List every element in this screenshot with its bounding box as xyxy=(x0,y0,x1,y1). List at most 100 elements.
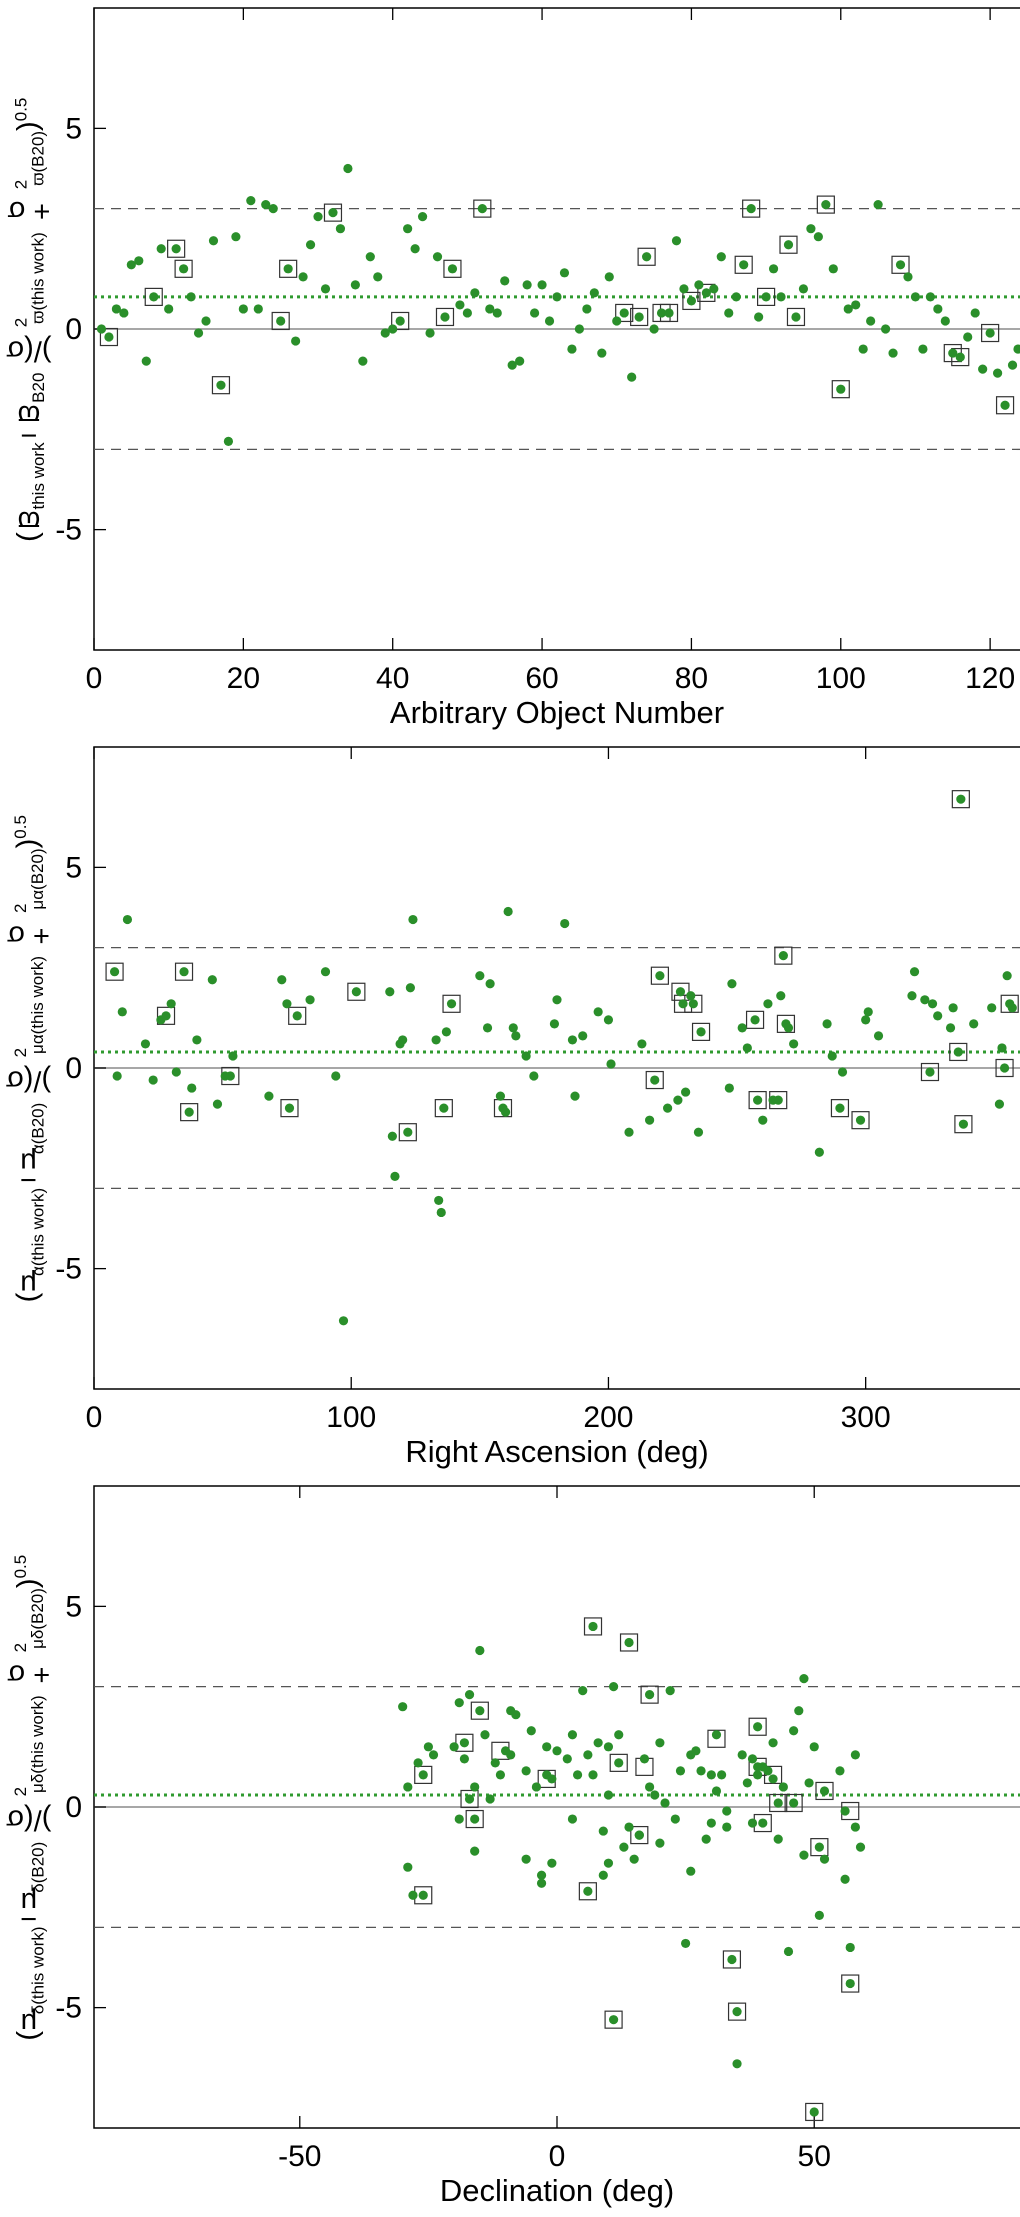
boxed-marker xyxy=(470,1701,489,1720)
data-point xyxy=(763,999,773,1009)
data-point xyxy=(350,280,360,290)
data-point xyxy=(495,1770,506,1780)
data-point xyxy=(701,1834,711,1844)
data-point xyxy=(179,967,189,977)
boxed-marker xyxy=(645,1070,664,1090)
data-point xyxy=(850,1822,860,1832)
data-point xyxy=(768,264,779,274)
data-point xyxy=(313,212,323,222)
data-point xyxy=(122,914,133,925)
data-point xyxy=(985,328,995,338)
data-point xyxy=(903,272,913,282)
data-point xyxy=(490,1758,500,1768)
data-point xyxy=(999,1063,1010,1073)
data-point xyxy=(742,1043,752,1053)
data-point xyxy=(413,1758,423,1768)
x-axis-label: Declination (deg) xyxy=(440,2173,674,2208)
data-point xyxy=(603,1742,614,1752)
data-point xyxy=(837,1067,848,1077)
data-point xyxy=(604,272,614,282)
data-point xyxy=(536,1870,547,1880)
panel-dec: -50 0 50 -5 0 5 Declination (deg) (μδ(this wor… xyxy=(0,1478,1020,2217)
data-point xyxy=(208,236,219,246)
data-point xyxy=(639,1754,650,1764)
data-point xyxy=(873,1031,884,1041)
data-point xyxy=(582,304,592,314)
boxed-marker xyxy=(619,1633,639,1652)
data-point xyxy=(104,332,114,342)
data-point xyxy=(835,1103,845,1113)
data-point xyxy=(840,1806,850,1816)
data-point xyxy=(742,1778,752,1788)
y-tick-label: 0 xyxy=(65,1052,82,1085)
data-point xyxy=(408,1890,418,1900)
x-tick-label: 40 xyxy=(376,662,409,695)
boxed-marker xyxy=(578,1882,597,1901)
data-point xyxy=(225,1071,235,1081)
data-point xyxy=(806,224,816,234)
data-point xyxy=(589,288,599,298)
data-point xyxy=(732,2059,742,2069)
data-point xyxy=(987,1003,997,1013)
data-point xyxy=(562,1754,572,1764)
data-point xyxy=(671,236,682,246)
data-point xyxy=(331,1071,341,1081)
y-axis-label-text: (ϖthis work − ϖB20)/(σ2ϖ(this work) + σ2… xyxy=(5,97,52,543)
data-point xyxy=(927,999,938,1009)
data-point xyxy=(783,240,794,250)
data-point xyxy=(798,284,809,294)
data-point xyxy=(567,344,577,354)
boxed-marker xyxy=(650,966,669,985)
data-point xyxy=(693,1127,704,1137)
data-point xyxy=(385,987,395,997)
data-point xyxy=(119,308,129,318)
data-point xyxy=(650,1075,660,1085)
data-point xyxy=(675,1766,686,1776)
boxed-marker xyxy=(691,1022,711,1041)
data-point xyxy=(149,292,159,302)
data-point xyxy=(570,1091,580,1101)
data-point xyxy=(567,1035,578,1045)
data-point xyxy=(403,1127,413,1137)
data-point xyxy=(746,204,756,214)
data-point xyxy=(645,1690,655,1700)
data-point xyxy=(994,1099,1005,1109)
parallax-residual-chart: 0 20 40 60 80 100 120 -5 0 5 Arbitrary Object Numb… xyxy=(55,7,1020,730)
boxed-marker xyxy=(727,2002,747,2021)
boxed-marker xyxy=(769,1793,788,1813)
data-point xyxy=(642,252,652,262)
data-point xyxy=(819,1854,830,1864)
data-point xyxy=(675,987,686,997)
boxed-marker xyxy=(995,1058,1014,1078)
data-point xyxy=(603,1858,614,1868)
data-point xyxy=(789,1726,799,1736)
boxed-marker xyxy=(105,962,124,981)
boxed-marker xyxy=(144,287,163,306)
data-point xyxy=(794,1706,804,1716)
data-point xyxy=(572,1770,583,1780)
x-tick-label: 120 xyxy=(965,662,1015,695)
data-point xyxy=(161,1011,171,1021)
data-point xyxy=(470,1782,480,1792)
data-point xyxy=(670,1814,680,1824)
data-point xyxy=(480,1730,490,1740)
data-point xyxy=(291,336,301,346)
panel-ra: 0 100 200 300 -5 0 5 Right Ascension (deg) (μα(… xyxy=(0,739,1020,1478)
data-point xyxy=(380,328,390,338)
data-point xyxy=(171,244,181,254)
x-tick-label: 20 xyxy=(227,662,260,695)
data-point xyxy=(717,1770,727,1780)
data-point xyxy=(408,914,418,925)
data-point xyxy=(475,1645,485,1656)
data-point xyxy=(531,1782,542,1792)
data-point xyxy=(873,200,883,210)
data-point xyxy=(390,1171,400,1181)
data-point xyxy=(845,1942,855,1953)
y-axis-label: (ϖthis work − ϖB20)/(σ2ϖ(this work) + σ2… xyxy=(0,0,60,640)
data-point xyxy=(282,999,292,1009)
data-point xyxy=(969,1019,979,1029)
y-axis-label: (μδ(this work) − μδ(B20))/(σ2μδ(this wor… xyxy=(0,1478,60,2118)
boxed-marker xyxy=(816,195,835,214)
data-point xyxy=(264,1091,274,1101)
data-point xyxy=(447,264,458,274)
